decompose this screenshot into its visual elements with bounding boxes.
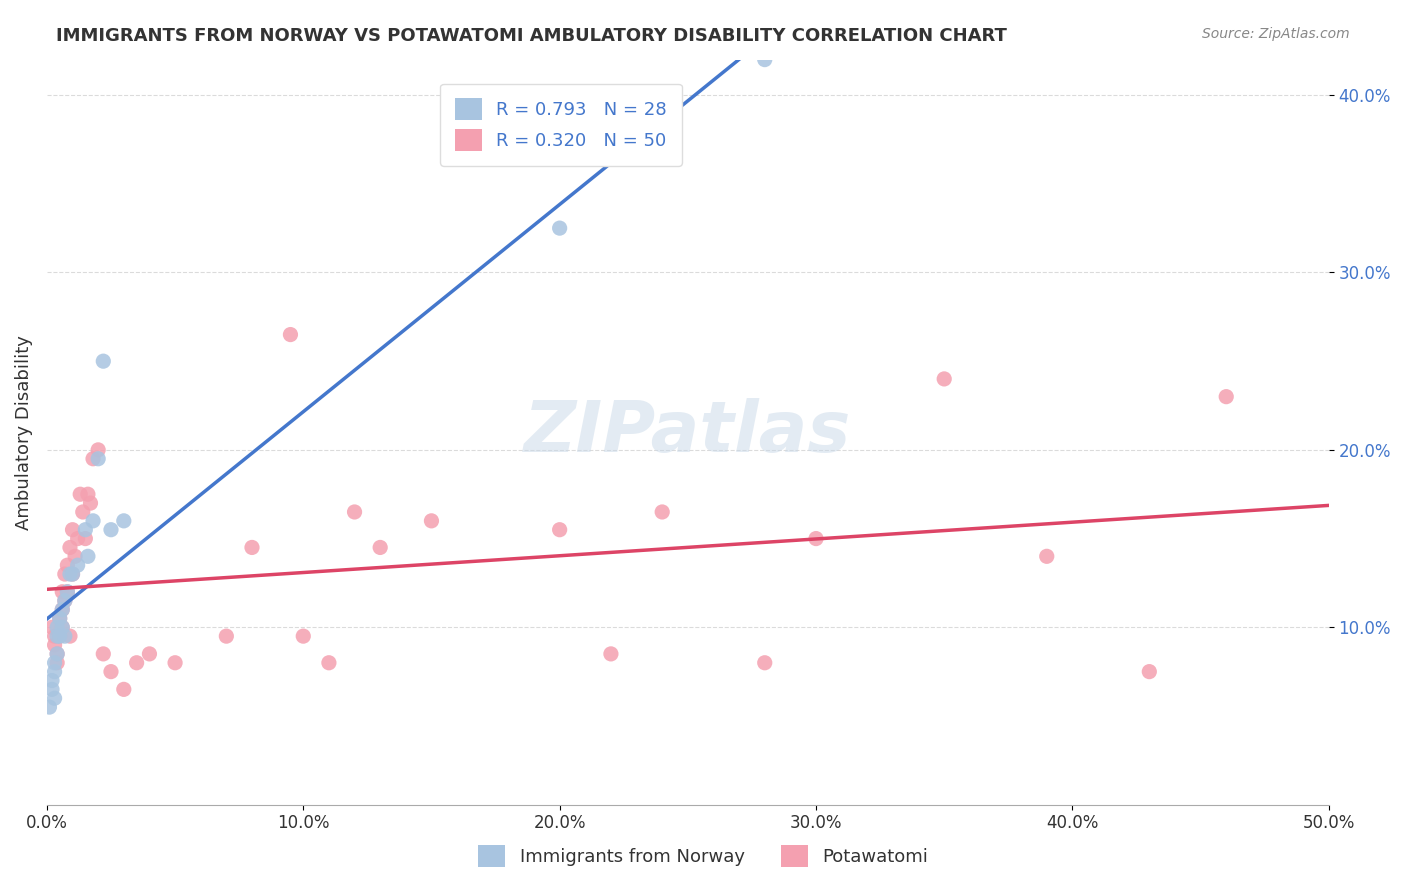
Point: [41, 682, 63, 697]
Point: [53, 593, 76, 607]
Point: [48, 629, 70, 643]
Point: [59, 567, 82, 582]
Point: [420, 514, 443, 528]
Text: Source: ZipAtlas.com: Source: ZipAtlas.com: [1202, 27, 1350, 41]
Point: [75, 532, 97, 546]
Point: [318, 656, 340, 670]
Point: [66, 532, 89, 546]
Point: [165, 656, 187, 670]
Point: [1215, 390, 1237, 404]
Text: IMMIGRANTS FROM NORWAY VS POTAWATOMI AMBULATORY DISABILITY CORRELATION CHART: IMMIGRANTS FROM NORWAY VS POTAWATOMI AMB…: [56, 27, 1007, 45]
Point: [215, 629, 238, 643]
Point: [53, 593, 76, 607]
Point: [41, 673, 63, 688]
Point: [51, 602, 73, 616]
Point: [82, 451, 104, 466]
Point: [754, 53, 776, 67]
Point: [112, 514, 135, 528]
Point: [548, 221, 571, 235]
Point: [56, 584, 79, 599]
Legend: R = 0.793   N = 28, R = 0.320   N = 50: R = 0.793 N = 28, R = 0.320 N = 50: [440, 84, 682, 166]
Point: [100, 665, 122, 679]
Point: [46, 656, 69, 670]
Point: [87, 442, 110, 457]
Y-axis label: Ambulatory Disability: Ambulatory Disability: [15, 334, 32, 530]
Point: [280, 327, 302, 342]
Point: [69, 487, 91, 501]
Point: [77, 549, 100, 564]
Point: [343, 505, 366, 519]
Point: [112, 682, 135, 697]
Point: [91, 647, 114, 661]
Point: [82, 514, 104, 528]
Point: [100, 523, 122, 537]
Point: [51, 620, 73, 634]
Point: [368, 541, 391, 555]
Point: [56, 558, 79, 573]
Point: [125, 656, 148, 670]
Point: [1035, 549, 1057, 564]
Point: [66, 558, 89, 573]
Point: [754, 656, 776, 670]
Point: [138, 647, 160, 661]
Point: [651, 505, 673, 519]
Point: [59, 541, 82, 555]
Point: [79, 496, 101, 510]
Point: [62, 567, 84, 582]
Point: [292, 629, 315, 643]
Point: [51, 584, 73, 599]
Point: [240, 541, 263, 555]
Point: [46, 620, 69, 634]
Point: [91, 354, 114, 368]
Point: [53, 629, 76, 643]
Point: [53, 567, 76, 582]
Point: [51, 602, 73, 616]
Point: [44, 638, 66, 652]
Point: [44, 691, 66, 706]
Point: [46, 647, 69, 661]
Legend: Immigrants from Norway, Potawatomi: Immigrants from Norway, Potawatomi: [471, 838, 935, 874]
Point: [59, 629, 82, 643]
Point: [62, 523, 84, 537]
Point: [56, 584, 79, 599]
Point: [62, 567, 84, 582]
Point: [44, 629, 66, 643]
Text: ZIPatlas: ZIPatlas: [524, 398, 852, 467]
Point: [44, 656, 66, 670]
Point: [548, 523, 571, 537]
Point: [87, 451, 110, 466]
Point: [46, 629, 69, 643]
Point: [46, 647, 69, 661]
Point: [804, 532, 827, 546]
Point: [1137, 665, 1160, 679]
Point: [44, 665, 66, 679]
Point: [48, 611, 70, 625]
Point: [51, 620, 73, 634]
Point: [41, 620, 63, 634]
Point: [600, 647, 623, 661]
Point: [48, 629, 70, 643]
Point: [72, 505, 94, 519]
Point: [934, 372, 956, 386]
Point: [75, 523, 97, 537]
Point: [63, 549, 86, 564]
Point: [38, 700, 60, 714]
Point: [77, 487, 100, 501]
Point: [48, 611, 70, 625]
